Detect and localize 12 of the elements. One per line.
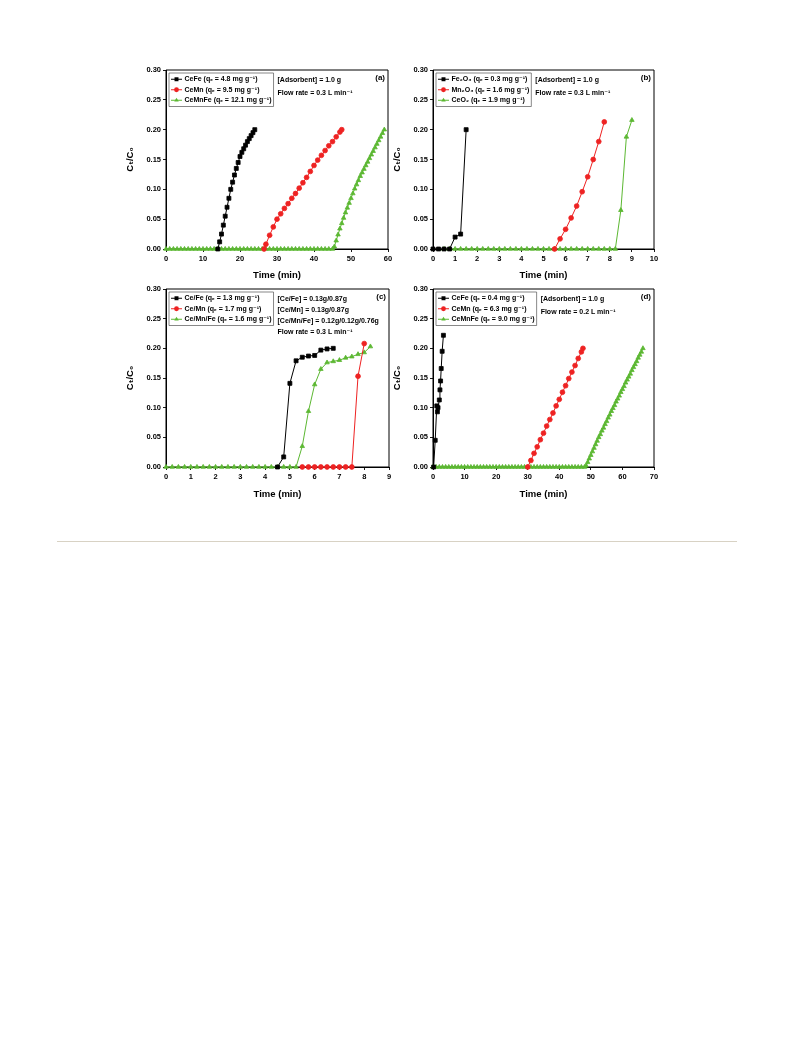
x-axis-title: Time (min)	[253, 487, 302, 499]
annotation: (d)	[640, 292, 652, 302]
y-axis-title: Cₜ/C₀	[391, 147, 403, 172]
y-axis-title: Cₜ/C₀	[124, 365, 136, 391]
annotation: (c)	[376, 292, 387, 302]
x-axis-title: Time (min)	[519, 487, 568, 499]
y-axis-title: Cₜ/C₀	[391, 365, 403, 391]
annotation: (b)	[640, 73, 652, 83]
x-axis-title: Time (min)	[253, 268, 301, 280]
x-axis-title: Time (min)	[519, 268, 568, 280]
annotation: (a)	[375, 73, 386, 83]
y-axis-title: Cₜ/C₀	[124, 147, 136, 172]
